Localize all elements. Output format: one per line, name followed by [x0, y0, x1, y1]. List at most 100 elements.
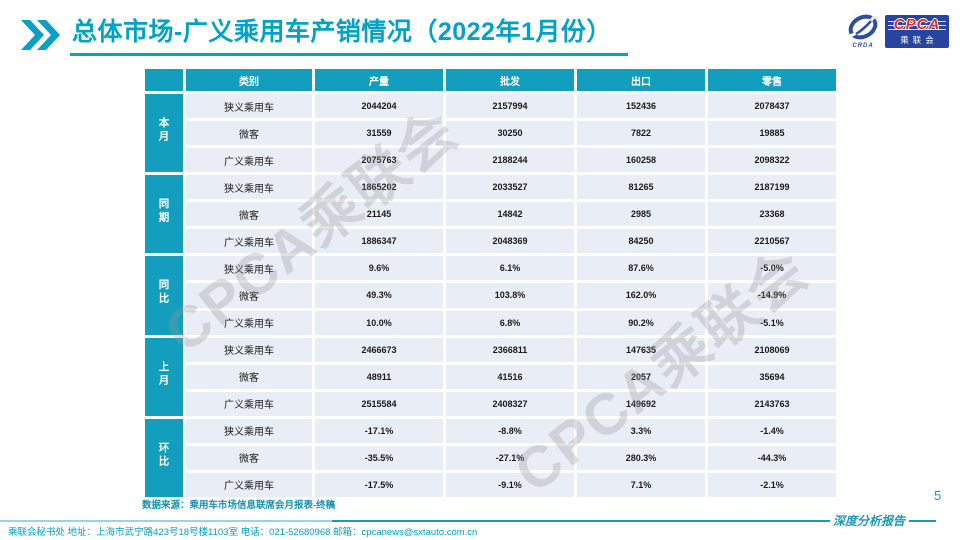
value-cell: -14.9% [708, 283, 836, 308]
value-cell: -1.4% [708, 418, 836, 443]
group-label: 同比 [157, 279, 170, 307]
value-cell: -5.0% [708, 256, 836, 281]
value-cell: 6.8% [446, 310, 574, 335]
table-row: 同期 狭义乘用车 1865202 2033527 81265 2187199 [145, 175, 836, 254]
page-title: 总体市场-广义乘用车产销情况（2022年1月份） [70, 12, 628, 56]
value-cell: 147635 [577, 337, 705, 362]
value-cell: 1886347 [315, 229, 443, 254]
column-header: 产量 [315, 69, 443, 91]
table-corner-cell [145, 69, 183, 91]
value-cell: 160258 [577, 148, 705, 173]
value-cell: 23368 [708, 202, 836, 227]
table-row: 本月 狭义乘用车 2044204 2157994 152436 2078437 [145, 94, 836, 173]
page-number: 5 [934, 488, 942, 503]
column-header: 批发 [446, 69, 574, 91]
cpca-logo-box: CPCA 乘联会 [885, 14, 949, 48]
value-cell: 87.6% [577, 256, 705, 281]
value-cell: -44.3% [708, 445, 836, 470]
value-cell: -5.1% [708, 310, 836, 335]
value-cell: 7822 [577, 121, 705, 146]
value-cell: 7.1% [577, 472, 705, 497]
value-cell: -27.1% [446, 445, 574, 470]
category-cell: 狭义乘用车 [186, 256, 312, 281]
value-cell: -2.1% [708, 472, 836, 497]
value-cell: 2187199 [708, 175, 836, 200]
value-cell: 14842 [446, 202, 574, 227]
value-cell: 2466673 [315, 337, 443, 362]
value-cell: 2048369 [446, 229, 574, 254]
table-row: 微客 48911 41516 2057 35694 [145, 364, 836, 389]
value-cell: 81265 [577, 175, 705, 200]
value-cell: 2143763 [708, 391, 836, 416]
table-row: 广义乘用车 10.0% 6.8% 90.2% -5.1% [145, 310, 836, 335]
group-label: 本月 [157, 117, 170, 145]
category-cell: 微客 [186, 202, 312, 227]
table-row: 微客 31559 30250 7822 19885 [145, 121, 836, 146]
logo-stripes [888, 17, 946, 33]
value-cell: -9.1% [446, 472, 574, 497]
category-cell: 广义乘用车 [186, 148, 312, 173]
footer-divider [0, 520, 830, 522]
table-row: 微客 -35.5% -27.1% 280.3% -44.3% [145, 445, 836, 470]
value-cell: 2157994 [446, 94, 574, 119]
category-cell: 狭义乘用车 [186, 175, 312, 200]
value-cell: 2408327 [446, 391, 574, 416]
value-cell: 10.0% [315, 310, 443, 335]
value-cell: 49.3% [315, 283, 443, 308]
value-cell: 35694 [708, 364, 836, 389]
value-cell: 48911 [315, 364, 443, 389]
table-row: 微客 21145 14842 2985 23368 [145, 202, 836, 227]
value-cell: 2078437 [708, 94, 836, 119]
header-row: 类别 产量 批发 出口 零售 [145, 69, 836, 91]
footer-contact: 乘联会秘书处 地址：上海市武宁路423号18号楼1103室 电话：021-526… [8, 527, 478, 538]
value-cell: 2188244 [446, 148, 574, 173]
value-cell: 2515584 [315, 391, 443, 416]
value-cell: 103.8% [446, 283, 574, 308]
value-cell: 2108069 [708, 337, 836, 362]
category-cell: 狭义乘用车 [186, 418, 312, 443]
value-cell: -17.5% [315, 472, 443, 497]
value-cell: 2033527 [446, 175, 574, 200]
value-cell: 1865202 [315, 175, 443, 200]
column-header: 类别 [186, 69, 312, 91]
value-cell: 2985 [577, 202, 705, 227]
report-label-line [909, 519, 937, 522]
category-cell: 广义乘用车 [186, 391, 312, 416]
group-label: 环比 [157, 441, 170, 469]
group-label-cell: 本月 [145, 94, 183, 173]
cpca-emblem-icon: CRDA [843, 13, 883, 49]
category-cell: 微客 [186, 283, 312, 308]
category-cell: 狭义乘用车 [186, 337, 312, 362]
table-row: 同比 狭义乘用车 9.6% 6.1% 87.6% -5.0% [145, 256, 836, 335]
value-cell: 162.0% [577, 283, 705, 308]
cpca-subtitle: 乘联会 [900, 35, 938, 45]
table-row: 广义乘用车 -17.5% -9.1% 7.1% -2.1% [145, 472, 836, 497]
value-cell: 2366811 [446, 337, 574, 362]
group-label: 上月 [157, 360, 170, 388]
crda-label: CRDA [852, 43, 874, 49]
group-label: 同期 [157, 198, 170, 226]
value-cell: 84250 [577, 229, 705, 254]
cpca-wordmark: CPCA [893, 16, 941, 33]
column-header: 出口 [577, 69, 705, 91]
category-cell: 狭义乘用车 [186, 94, 312, 119]
group-label-cell: 环比 [145, 418, 183, 497]
value-cell: -8.8% [446, 418, 574, 443]
value-cell: 2044204 [315, 94, 443, 119]
value-cell: 2098322 [708, 148, 836, 173]
value-cell: 9.6% [315, 256, 443, 281]
column-header: 零售 [708, 69, 836, 91]
category-cell: 微客 [186, 364, 312, 389]
double-chevron-icon [20, 19, 60, 56]
value-cell: 30250 [446, 121, 574, 146]
value-cell: 90.2% [577, 310, 705, 335]
group-label-cell: 同期 [145, 175, 183, 254]
value-cell: 2057 [577, 364, 705, 389]
production-sales-table: 类别 产量 批发 出口 零售本月 狭义乘用车 2044204 2157994 152436 207… [142, 66, 839, 500]
table-row: 广义乘用车 1886347 2048369 84250 2210567 [145, 229, 836, 254]
value-cell: 149692 [577, 391, 705, 416]
value-cell: 6.1% [446, 256, 574, 281]
value-cell: 2210567 [708, 229, 836, 254]
table-row: 广义乘用车 2075763 2188244 160258 2098322 [145, 148, 836, 173]
